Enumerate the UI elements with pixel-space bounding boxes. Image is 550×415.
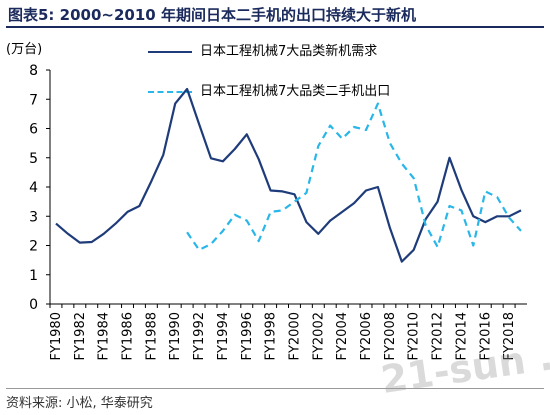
source-note: 资料来源: 小松, 华泰研究 xyxy=(6,396,153,411)
y-tick-label: 5 xyxy=(29,151,38,167)
y-axis-unit-label: (万台) xyxy=(6,42,43,57)
x-tick-label: FY2012 xyxy=(431,312,446,361)
x-tick-label: FY1994 xyxy=(216,312,231,361)
x-tick-label: FY1980 xyxy=(49,312,64,361)
x-tick-label: FY2014 xyxy=(454,312,469,361)
legend-label-used-export: 日本工程机械7大品类二手机出口 xyxy=(200,84,391,99)
y-tick-label: 0 xyxy=(29,297,38,313)
x-tick-label: FY2000 xyxy=(287,312,302,361)
y-tick-label: 7 xyxy=(29,92,38,108)
x-tick-label: FY2010 xyxy=(407,312,422,361)
x-tick-label: FY2018 xyxy=(502,312,517,361)
legend-swatch-dashed xyxy=(148,90,192,93)
legend-swatch-solid xyxy=(148,50,192,53)
legend-item-new-demand: 日本工程机械7大品类新机需求 xyxy=(148,40,377,59)
y-tick-label: 2 xyxy=(29,239,38,255)
x-tick-label: FY1984 xyxy=(97,312,112,361)
x-tick-label: FY1998 xyxy=(264,312,279,361)
y-tick-label: 4 xyxy=(29,180,38,196)
chart-title: 图表5: 2000~2010 年期间日本二手机的出口持续大于新机 xyxy=(8,6,416,24)
x-tick-label: FY1996 xyxy=(240,312,255,361)
source-divider xyxy=(6,388,544,389)
x-tick-label: FY2006 xyxy=(359,312,374,361)
y-tick-label: 8 xyxy=(29,63,38,79)
x-tick-label: FY1982 xyxy=(73,312,88,361)
series-line-used-export xyxy=(186,102,522,251)
y-tick-label: 1 xyxy=(29,268,38,284)
y-tick-label: 6 xyxy=(29,122,38,138)
x-tick-label: FY1988 xyxy=(144,312,159,361)
x-tick-label: FY1986 xyxy=(121,312,136,361)
x-tick-label: FY2016 xyxy=(478,312,493,361)
title-divider xyxy=(6,26,544,28)
legend-item-used-export: 日本工程机械7大品类二手机出口 xyxy=(148,80,390,99)
legend-label-new-demand: 日本工程机械7大品类新机需求 xyxy=(200,44,378,59)
x-tick-label: FY2002 xyxy=(311,312,326,361)
x-tick-label: FY2004 xyxy=(335,312,350,361)
x-tick-label: FY1990 xyxy=(168,312,183,361)
x-tick-label: FY1992 xyxy=(192,312,207,361)
x-tick-label: FY2008 xyxy=(383,312,398,361)
series-line-new-demand xyxy=(55,87,522,263)
y-tick-label: 3 xyxy=(29,209,38,225)
